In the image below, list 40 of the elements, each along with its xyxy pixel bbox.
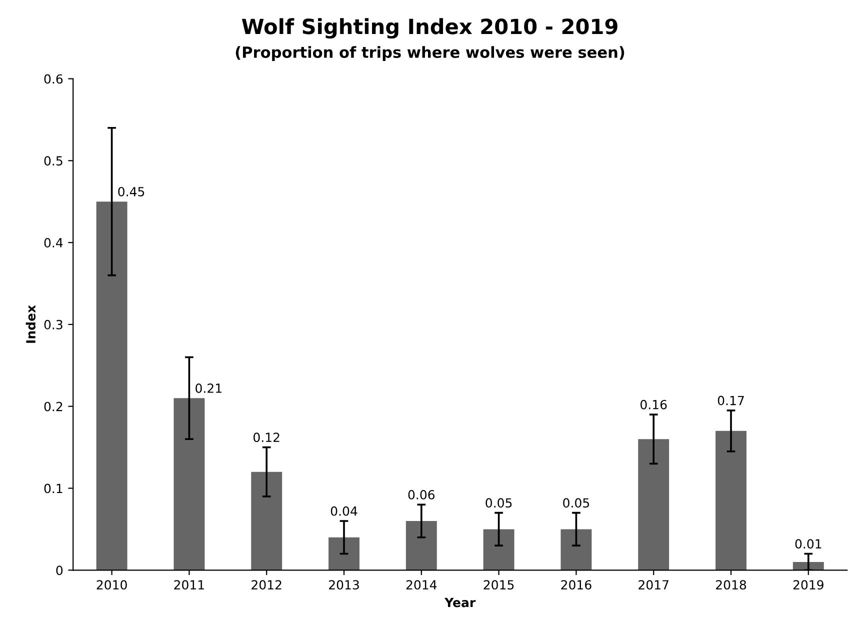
- data-label: 0.01: [795, 539, 822, 549]
- y-tick-label: 0.3: [44, 320, 62, 330]
- y-tick-label: 0.4: [44, 238, 63, 248]
- data-label: 0.04: [330, 506, 358, 516]
- x-tick-label: 2016: [561, 580, 592, 590]
- x-tick-label: 2010: [96, 580, 127, 590]
- x-tick-label: 2014: [406, 580, 437, 590]
- x-tick-label: 2015: [484, 580, 514, 590]
- y-tick-label: 0.1: [44, 484, 62, 494]
- data-label: 0.16: [640, 400, 667, 410]
- bar: [251, 472, 282, 570]
- bar: [483, 529, 514, 570]
- bar: [328, 537, 360, 570]
- data-label: 0.05: [486, 498, 512, 508]
- y-tick-label: 0.2: [44, 402, 62, 412]
- bar: [716, 430, 746, 570]
- x-tick-label: 2012: [252, 580, 282, 590]
- data-label: 0.06: [408, 490, 435, 500]
- chart-subtitle: (Proportion of trips where wolves were seen): [236, 46, 624, 61]
- x-tick-label: 2019: [793, 580, 824, 590]
- x-tick-label: 2013: [329, 580, 359, 590]
- bar: [638, 439, 670, 570]
- bar: [96, 202, 128, 570]
- data-label: 0.21: [196, 384, 222, 393]
- data-label: 0.05: [563, 498, 590, 508]
- y-axis-title: Index: [26, 305, 36, 343]
- y-tick-label: 0.5: [44, 156, 62, 166]
- x-tick-label: 2018: [716, 580, 746, 590]
- x-axis-title: Year: [444, 598, 476, 608]
- bar: [406, 521, 437, 570]
- y-tick-label: 0: [56, 566, 63, 576]
- data-label: 0.12: [254, 432, 280, 442]
- chart-title: Wolf Sighting Index 2010 - 2019: [242, 18, 618, 39]
- x-tick-label: 2017: [638, 580, 668, 590]
- y-tick-label: 0.6: [44, 74, 63, 84]
- data-label: 0.17: [718, 396, 744, 406]
- x-tick-label: 2011: [174, 580, 204, 590]
- bar: [174, 398, 205, 570]
- bar: [560, 529, 592, 570]
- data-label: 0.45: [118, 186, 144, 196]
